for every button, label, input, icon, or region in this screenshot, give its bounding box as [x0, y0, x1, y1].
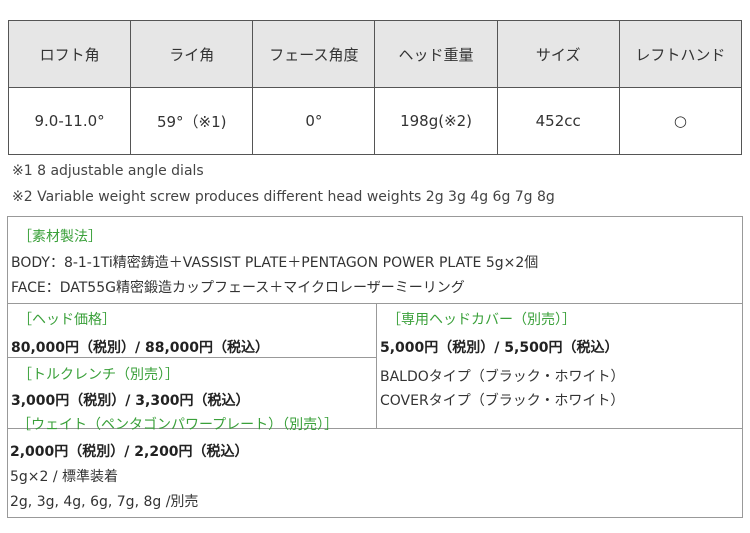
- cover-type-cover: COVERタイプ（ブラック・ホワイト）: [380, 393, 625, 409]
- head-price-section: ［ヘッド価格］ 80,000円（税別）/ 88,000円（税込）: [7, 303, 377, 358]
- value-left-hand: ○: [618, 87, 743, 155]
- value-face-angle: 0°: [252, 87, 376, 155]
- cover-title: ［専用ヘッドカバー（別売）］: [387, 312, 576, 328]
- weight-options: 2g, 3g, 4g, 6g, 7g, 8g /別売: [10, 494, 199, 510]
- material-body: BODY：8-1-1Ti精密鋳造＋VASSIST PLATE＋PENTAGON …: [11, 255, 539, 271]
- spec-table: ロフト角 ライ角 フェース角度 ヘッド重量 サイズ レフトハンド 9.0-11.…: [7, 20, 743, 155]
- value-head-weight: 198g(※2): [374, 87, 498, 155]
- spec-value-row: 9.0-11.0° 59°（※1) 0° 198g(※2) 452cc ○: [7, 87, 743, 155]
- head-price-title: ［ヘッド価格］: [18, 312, 116, 328]
- header-size: サイズ: [496, 20, 620, 88]
- wrench-price: 3,000円（税別）/ 3,300円（税込）: [11, 393, 250, 409]
- cover-price: 5,000円（税別）/ 5,500円（税込）: [380, 340, 619, 356]
- material-section: ［素材製法］ BODY：8-1-1Ti精密鋳造＋VASSIST PLATE＋PE…: [7, 216, 743, 304]
- header-head-weight: ヘッド重量: [374, 20, 498, 88]
- weight-price: 2,000円（税別）/ 2,200円（税込）: [10, 444, 249, 460]
- material-title: ［素材製法］: [18, 229, 102, 245]
- weight-content: ［ウェイト（ペンタゴンパワープレート）（別売）］ 2,000円（税別）/ 2,2…: [7, 417, 743, 518]
- header-face-angle: フェース角度: [252, 20, 376, 88]
- weight-standard: 5g×2 / 標準装着: [10, 469, 119, 485]
- material-face: FACE：DAT55G精密鍛造カップフェース＋マイクロレーザーミーリング: [11, 280, 465, 296]
- weight-section: [7, 428, 743, 518]
- note-2: ※2 Variable weight screw produces differ…: [12, 189, 555, 205]
- header-lie: ライ角: [130, 20, 254, 88]
- cover-section: ［専用ヘッドカバー（別売）］ 5,000円（税別）/ 5,500円（税込） BA…: [376, 303, 743, 429]
- spec-header-row: ロフト角 ライ角 フェース角度 ヘッド重量 サイズ レフトハンド: [7, 20, 743, 88]
- wrench-title: ［トルクレンチ（別売）］: [18, 367, 179, 383]
- value-size: 452cc: [496, 87, 620, 155]
- value-loft: 9.0-11.0°: [7, 87, 132, 155]
- note-1: ※1 8 adjustable angle dials: [12, 163, 204, 179]
- cover-type-baldo: BALDOタイプ（ブラック・ホワイト）: [380, 369, 625, 385]
- header-loft: ロフト角: [7, 20, 132, 88]
- header-left-hand: レフトハンド: [618, 20, 743, 88]
- value-lie: 59°（※1): [130, 87, 254, 155]
- head-price-value: 80,000円（税別）/ 88,000円（税込）: [11, 340, 270, 356]
- weight-title: ［ウェイト（ペンタゴンパワープレート）（別売）］: [17, 417, 339, 433]
